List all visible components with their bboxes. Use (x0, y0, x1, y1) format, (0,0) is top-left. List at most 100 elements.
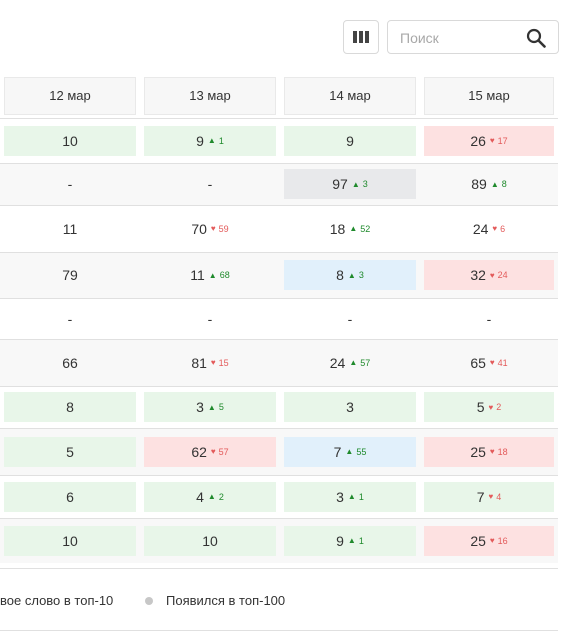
position-cell[interactable]: 11 ▲ 68 (144, 260, 276, 290)
position-cell[interactable]: 3 (284, 392, 416, 422)
position-up: ▲ 3 (348, 270, 364, 280)
position-value: - (347, 310, 353, 327)
position-cell[interactable]: 7 ♥ 4 (424, 481, 554, 512)
table-cell: 7 ▲ 55 (280, 428, 420, 475)
position-cell[interactable]: 8 (4, 392, 136, 422)
position-cell[interactable]: - (4, 304, 136, 334)
column-header[interactable]: 15 мар (424, 76, 554, 115)
heart-down-icon: ♥ (210, 447, 216, 456)
position-value: 3 (336, 488, 344, 505)
position-value: 24 (329, 354, 346, 371)
position-cell[interactable]: 24 ♥ 6 (424, 214, 554, 244)
heart-down-icon: ♥ (489, 136, 495, 145)
position-down: ♥ 2 (489, 402, 502, 412)
table-cell: - (140, 163, 280, 205)
delta-value: 3 (362, 179, 368, 189)
position-value: - (67, 176, 73, 192)
position-cell[interactable]: 10 (144, 525, 276, 556)
position-cell[interactable]: 5 ♥ 2 (424, 392, 554, 422)
position-value: 4 (196, 488, 204, 505)
position-cell[interactable]: 25 ♥ 18 (424, 436, 554, 467)
position-cell[interactable]: - (144, 169, 276, 199)
column-header[interactable]: 14 мар (284, 76, 416, 115)
position-cell[interactable]: 3 ▲ 5 (144, 392, 276, 422)
position-cell[interactable]: 89 ▲ 8 (424, 169, 554, 199)
position-up: ▲ 52 (349, 224, 370, 234)
position-cell[interactable]: 97 ▲ 3 (284, 169, 416, 199)
position-cell[interactable]: 11 (4, 214, 136, 244)
table-row: 10 9 ▲ 1 9 26 ♥ 17 (0, 118, 558, 163)
position-value: 10 (62, 132, 78, 149)
table-row: 6 4 ▲ 2 3 ▲ 1 7 ♥ 4 (0, 475, 558, 518)
position-cell[interactable]: 9 (284, 125, 416, 156)
table-row: 79 11 ▲ 68 8 ▲ 3 32 ♥ 24 (0, 252, 558, 298)
position-cell[interactable]: 7 ▲ 55 (284, 436, 416, 467)
delta-value: 1 (218, 135, 224, 146)
position-cell[interactable]: - (284, 304, 416, 334)
delta-value: 3 (358, 270, 364, 280)
position-cell[interactable]: 8 ▲ 3 (284, 260, 416, 290)
search-input[interactable] (398, 27, 522, 49)
position-cell[interactable]: 4 ▲ 2 (144, 481, 276, 512)
position-cell[interactable]: 24 ▲ 57 (284, 348, 416, 378)
position-value: 25 (470, 532, 486, 549)
position-cell[interactable]: 66 (4, 348, 136, 378)
position-cell[interactable]: 9 ▲ 1 (284, 525, 416, 556)
heart-down-icon: ♥ (210, 358, 216, 367)
delta-value: 59 (218, 223, 229, 234)
delta-value: 2 (496, 402, 502, 412)
position-cell[interactable]: 6 (4, 481, 136, 512)
delta-value: 17 (497, 135, 508, 146)
position-cell[interactable]: 32 ♥ 24 (424, 260, 554, 290)
arrow-up-icon: ▲ (345, 447, 354, 456)
position-value: 9 (336, 532, 344, 549)
position-up: ▲ 57 (349, 358, 370, 368)
position-value: 10 (62, 532, 78, 549)
position-up: ▲ 55 (345, 447, 366, 457)
gray-dot-icon (145, 597, 153, 605)
position-cell[interactable]: 25 ♥ 16 (424, 525, 554, 556)
position-cell[interactable]: 10 (4, 525, 136, 556)
position-cell[interactable]: 26 ♥ 17 (424, 125, 554, 156)
position-up: ▲ 1 (208, 136, 224, 146)
positions-table: 12 мар 13 мар 14 мар 15 мар 10 9 ▲ 1 9 26 ♥ 17-… (0, 74, 558, 563)
position-cell[interactable]: 70 ♥ 59 (144, 214, 276, 244)
columns-button[interactable] (343, 20, 379, 54)
position-value: 8 (66, 399, 74, 415)
position-cell[interactable]: 10 (4, 125, 136, 156)
table-cell: 89 ▲ 8 (420, 163, 558, 205)
position-cell[interactable]: 62 ♥ 57 (144, 436, 276, 467)
position-down: ♥ 4 (489, 492, 502, 502)
position-cell[interactable]: 79 (4, 260, 136, 290)
position-cell[interactable]: - (424, 304, 554, 334)
table-cell: 5 (0, 428, 140, 475)
delta-value: 15 (218, 357, 229, 368)
position-down: ♥ 57 (211, 447, 229, 457)
position-cell[interactable]: 3 ▲ 1 (284, 481, 416, 512)
column-header[interactable]: 13 мар (144, 76, 276, 115)
position-cell[interactable]: 9 ▲ 1 (144, 125, 276, 156)
position-down: ♥ 18 (490, 447, 508, 457)
position-cell[interactable]: - (4, 169, 136, 199)
position-cell[interactable]: 5 (4, 436, 136, 467)
position-cell[interactable]: 18 ▲ 52 (284, 214, 416, 244)
delta-value: 55 (356, 446, 367, 457)
position-cell[interactable]: 65 ♥ 41 (424, 348, 554, 378)
table-cell: 7 ♥ 4 (420, 475, 558, 518)
column-header[interactable]: 12 мар (4, 76, 136, 115)
table-cell: 81 ♥ 15 (140, 339, 280, 386)
position-cell[interactable]: - (144, 304, 276, 334)
search-icon[interactable] (526, 28, 546, 48)
position-down: ♥ 41 (490, 358, 508, 368)
position-cell[interactable]: 81 ♥ 15 (144, 348, 276, 378)
search-box[interactable] (387, 20, 559, 54)
table-cell: 79 (0, 252, 140, 298)
table-cell: 11 ▲ 68 (140, 252, 280, 298)
table-cell: 8 ▲ 3 (280, 252, 420, 298)
heart-down-icon: ♥ (488, 402, 494, 412)
table-row: 11 70 ♥ 59 18 ▲ 52 24 ♥ 6 (0, 205, 558, 252)
table-row: 66 81 ♥ 15 24 ▲ 57 65 ♥ 41 (0, 339, 558, 386)
position-value: 8 (336, 267, 344, 283)
position-value: - (207, 310, 213, 327)
table-cell: 26 ♥ 17 (420, 118, 558, 163)
